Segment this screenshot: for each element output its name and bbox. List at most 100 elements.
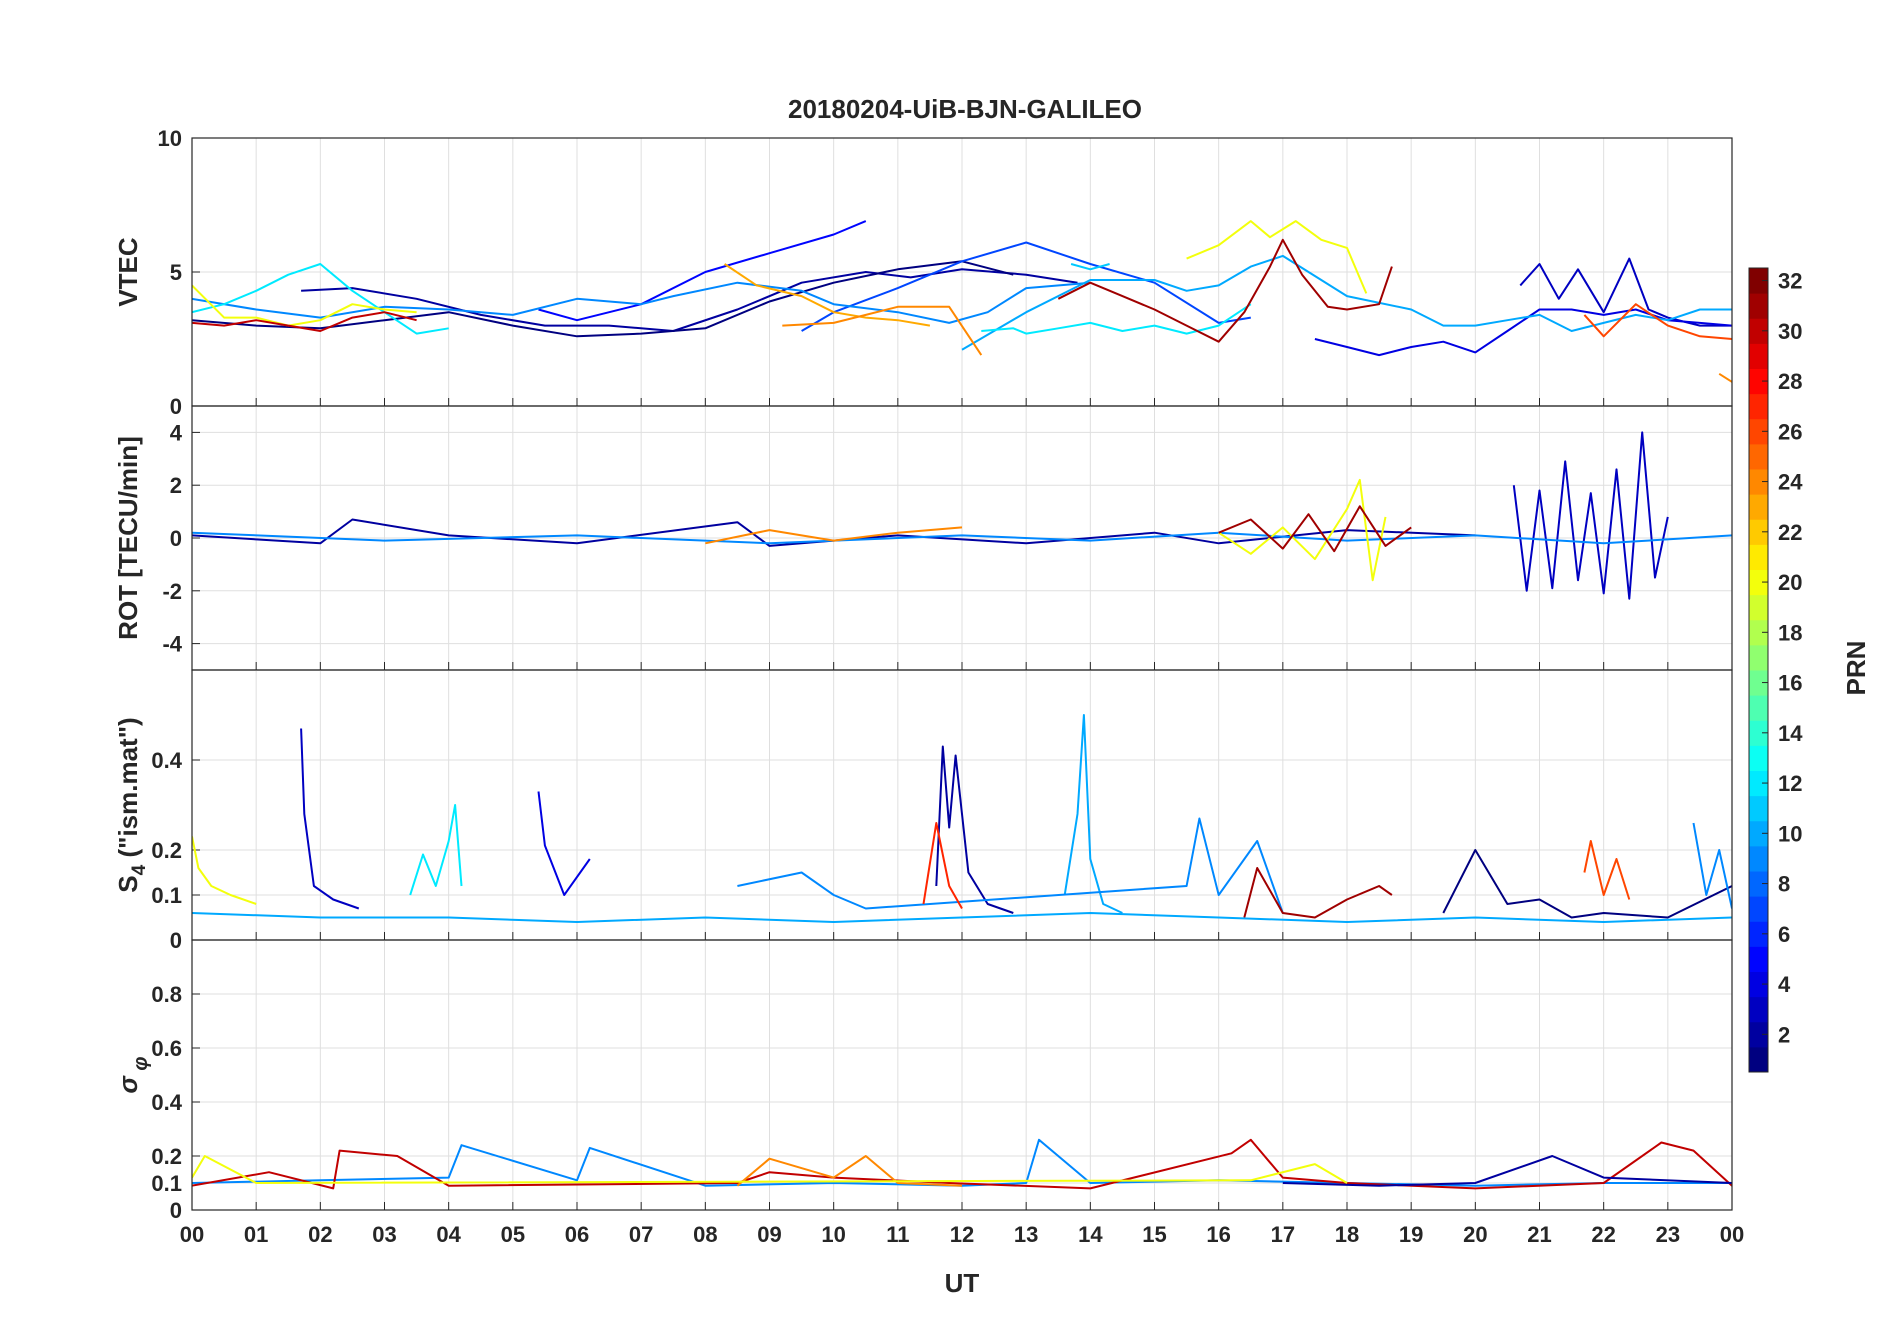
series-prn-31 [1243,867,1393,919]
colorbar-swatch [1749,695,1768,721]
series-prn-10 [192,912,1732,923]
colorbar-swatch [1749,418,1768,445]
series-prn-31 [1218,505,1412,553]
x-tick-label: 04 [436,1222,461,1247]
series-prn-2 [192,518,1476,547]
colorbar-swatch [1749,544,1768,570]
series-prn-30 [192,311,417,332]
series-prn-9 [1692,822,1732,909]
x-tick-label: 06 [565,1222,589,1247]
series-prn-9 [737,817,1284,914]
colorbar-tick-label: 32 [1778,269,1802,294]
series-prn-31 [1057,238,1393,343]
colorbar-swatch [1749,594,1768,621]
y-tick-label: -4 [162,632,182,657]
colorbar-tick-label: 16 [1778,671,1802,696]
x-tick-label: 05 [501,1222,525,1247]
x-tick-label: 21 [1527,1222,1551,1247]
colorbar-tick-label: 8 [1778,872,1790,897]
y-tick-label: 5 [170,260,182,285]
series-prn-20 [192,284,417,327]
series-prn-20 [1186,220,1368,294]
series-prn-26 [1583,303,1732,340]
series-prn-20 [1218,478,1387,582]
panel-rot: -4 -2 0 2 4 ROT [TECU/min] [113,405,1733,671]
y-axis-label: VTEC [113,237,143,307]
y-tick-label: 0.6 [151,1036,182,1061]
x-tick-label: 08 [693,1222,717,1247]
colorbar-swatch [1749,996,1768,1023]
series-prn-5 [538,220,867,322]
x-tick-label: 02 [308,1222,332,1247]
y-tick-label: 0.1 [151,1171,182,1196]
y-tick-label: 4 [170,420,183,445]
x-tick-label: 18 [1335,1222,1359,1247]
x-tick-label: 20 [1463,1222,1487,1247]
series-prn-2 [935,745,1014,914]
y-tick-label: 0 [170,1198,182,1223]
colorbar-swatch [1749,946,1768,972]
colorbar-swatch [1749,569,1768,596]
y-axis-label: σ φ [113,1057,152,1094]
series-prn-24 [705,526,963,545]
series-prn-30 [192,1138,1732,1190]
colorbar-tick-label: 26 [1778,419,1802,444]
x-tick-label: 11 [886,1222,909,1247]
x-tick-label: 00 [1720,1222,1744,1247]
x-tick-label: 15 [1142,1222,1166,1247]
x-tick-label: 01 [244,1222,268,1247]
series-prn-1 [1442,849,1732,919]
x-tick-label: 23 [1656,1222,1680,1247]
colorbar-swatch [1749,318,1768,344]
colorbar-swatch [1749,896,1768,922]
colorbar-tick-label: 20 [1778,570,1802,595]
colorbar-swatch [1749,469,1768,495]
colorbar-swatch [1749,921,1768,947]
y-tick-label: 0.2 [151,1144,182,1169]
colorbar-swatch [1749,644,1768,671]
colorbar-swatch [1749,268,1768,294]
series-prn-12 [409,804,463,896]
panel-s4: 0 0.1 0.2 0.4S4 ("ism.mat") [113,669,1733,953]
x-tick-label: 17 [1271,1222,1295,1247]
colorbar-tick-label: 22 [1778,520,1802,545]
series-prn-23 [724,263,931,327]
colorbar-swatch [1749,745,1768,771]
colorbar-tick-label: 28 [1778,369,1802,394]
colorbar-swatch [1749,770,1768,797]
y-tick-label: 0 [170,928,182,953]
series-prn-2 [301,268,1078,332]
colorbar-swatch [1749,971,1768,998]
series-prn-9 [192,531,1732,545]
colorbar-swatch [1749,670,1768,696]
colorbar-tick-label: 24 [1778,470,1803,495]
series-prn-3 [1519,257,1732,327]
colorbar-swatch [1749,443,1768,470]
y-axis-label: S4 ("ism.mat") [113,717,150,892]
colorbar-swatch [1749,619,1768,646]
y-tick-label: 0.2 [151,838,182,863]
colorbar-swatch [1749,343,1768,369]
series-prn-12 [192,263,449,335]
x-tick-label: 12 [950,1222,974,1247]
y-tick-label: 0.1 [151,883,182,908]
x-tick-label: 19 [1399,1222,1423,1247]
colorbar-swatch [1749,845,1768,872]
series-prn-3 [1512,431,1669,600]
series-group [192,220,1732,383]
series-group [192,714,1732,923]
y-tick-label: 0 [170,526,182,551]
x-axis-label: UT [945,1268,980,1298]
series-group [192,1138,1732,1190]
y-tick-label: 0 [170,394,182,419]
colorbar-tick-label: 30 [1778,319,1802,344]
x-tick-labels: 00 01 02 03 04 05 06 07 08 09 10 11 12 13 14 15 16 17 18 19… [180,1222,1744,1247]
series-prn-26 [1583,840,1631,900]
colorbar-tick-label: 10 [1778,821,1802,846]
series-prn-3 [300,728,360,910]
colorbar-swatch [1749,393,1768,420]
x-tick-label: 13 [1014,1222,1038,1247]
x-tick-label: 07 [629,1222,653,1247]
x-tick-label: 14 [1078,1222,1103,1247]
